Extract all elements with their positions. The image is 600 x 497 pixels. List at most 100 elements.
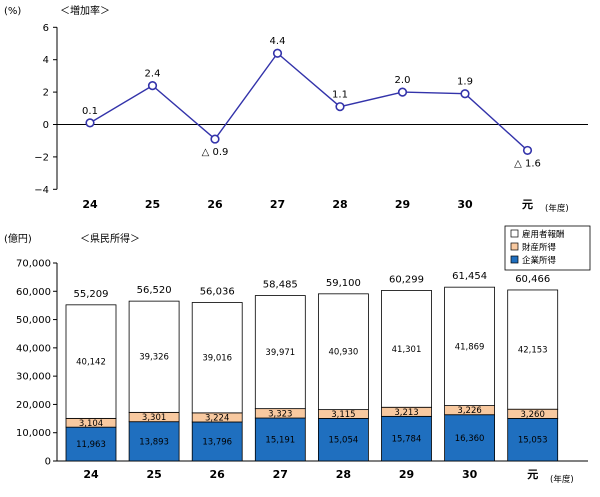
data-point [460,89,470,99]
total-label: 60,299 [389,274,424,285]
x-tick-label: 元 [527,468,538,481]
total-label: 56,520 [137,285,172,296]
data-label: 15,054 [329,436,359,446]
legend-box [504,225,591,271]
data-label: 11,963 [76,440,106,450]
y-tick-label: 30,000 [16,372,51,383]
data-label: 39,971 [265,348,295,358]
x-tick-label: 24 [83,468,99,481]
data-label: 39,016 [202,354,232,364]
x-tick-label: 30 [457,198,473,211]
y-tick-label: 0 [43,120,49,131]
data-label: 42,153 [518,346,548,356]
data-label: 1.9 [457,77,473,88]
bar-segment [507,418,559,462]
legend-label: 財産所得 [522,242,557,253]
y-tick-label: 0 [45,457,51,468]
data-point [335,102,345,112]
bar-segment [65,304,117,419]
data-point [85,118,95,128]
y-tick-label: 6 [43,23,49,34]
data-label: △ 1.6 [514,158,541,169]
data-label: △ 0.9 [202,147,229,158]
total-label: 55,209 [74,289,109,300]
data-label: 15,784 [392,435,422,445]
y-tick-label: 40,000 [16,343,51,354]
data-point [272,48,283,58]
y-tick-label: −2 [34,152,49,163]
data-label: 3,224 [205,413,229,423]
x-tick-label: 25 [146,468,161,481]
data-point [397,87,408,97]
chart-title: ＜県民所得＞ [80,233,140,245]
legend-label: 雇用者報酬 [522,229,565,240]
data-label: 3,104 [79,419,103,429]
bar-segment [254,417,306,462]
legend-swatch [510,255,519,264]
data-label: 40,930 [329,348,359,358]
legend-swatch [510,242,519,251]
total-label: 61,454 [452,271,487,282]
x-tick-label: 28 [332,198,347,211]
x-tick-label: 29 [399,468,414,481]
y-tick-label: 50,000 [16,315,51,326]
y-axis-unit: (億円) [4,232,32,245]
chart-title: ＜増加率＞ [60,4,110,17]
y-tick-label: 10,000 [16,428,51,439]
data-label: 3,115 [331,410,355,420]
total-label: 58,485 [263,280,298,291]
bar-segment [191,421,243,462]
x-axis-unit: (年度) [545,203,569,214]
y-tick-label: 60,000 [16,287,51,298]
y-tick-label: −4 [34,185,49,196]
y-tick-label: 20,000 [16,400,51,411]
data-label: 16,360 [455,434,485,444]
x-tick-label: 27 [273,468,288,481]
prefectural-income-chart: (億円) ＜県民所得＞ 0 10,000 20,000 30,000 40,000 50,00… [4,225,591,485]
bar-segment [191,302,243,414]
data-point [522,145,533,156]
data-label: 40,142 [76,358,106,368]
x-tick-label: 25 [145,198,160,211]
bar-segment [444,414,496,462]
bar-segment [444,286,496,406]
bar-segment [254,295,306,410]
legend-swatch [510,229,519,238]
total-label: 60,466 [515,274,550,285]
y-tick-label: 2 [43,88,49,99]
x-tick-label: 26 [210,468,226,481]
bar-segment [128,300,180,413]
bar-segment [317,293,369,411]
data-label: 3,301 [142,413,166,423]
data-label: 2.4 [145,69,161,80]
data-label: 2.0 [395,75,411,86]
data-label: 39,326 [139,353,169,363]
bar-segment [381,290,432,408]
bar-segment [507,289,559,410]
x-tick-label: 元 [522,198,533,211]
data-label: 3,323 [268,409,292,419]
x-axis-unit: (年度) [550,474,574,485]
y-tick-label: 70,000 [16,258,51,269]
total-label: 56,036 [200,286,235,297]
x-tick-label: 26 [207,198,223,211]
y-axis-unit: (%) [4,6,21,17]
bar-segment [128,421,180,462]
total-label: 59,100 [326,278,361,289]
data-point [210,134,220,144]
data-label: 0.1 [82,106,98,117]
y-tick-label: 4 [43,55,49,66]
series-line [89,52,528,151]
data-label: 3,226 [457,406,481,416]
data-label: 41,301 [392,345,422,355]
data-label: 15,191 [265,436,295,446]
x-tick-label: 24 [82,198,98,211]
data-point [147,81,158,91]
data-label: 1.1 [332,90,348,101]
x-tick-label: 28 [336,468,351,481]
data-label: 13,893 [139,437,169,447]
x-tick-label: 27 [270,198,285,211]
